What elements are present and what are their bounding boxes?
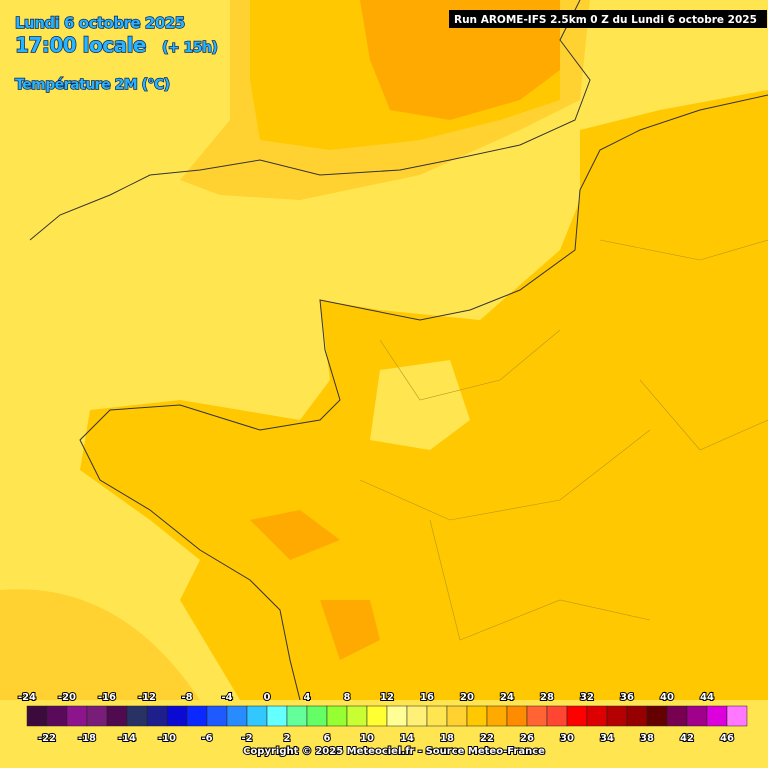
legend-swatch <box>126 705 148 727</box>
legend-label: -14 <box>118 733 136 744</box>
legend-label: 4 <box>304 692 311 703</box>
legend-swatch <box>226 705 248 727</box>
legend-swatch <box>446 705 468 727</box>
legend-swatch <box>86 705 108 727</box>
legend-label: 18 <box>440 733 454 744</box>
legend-swatch <box>606 705 628 727</box>
legend-swatch <box>626 705 648 727</box>
legend-swatch <box>266 705 288 727</box>
legend-label: -12 <box>138 692 156 703</box>
legend-swatch <box>546 705 568 727</box>
legend-label: -8 <box>181 692 192 703</box>
legend-label: 16 <box>420 692 434 703</box>
legend-label: 46 <box>720 733 734 744</box>
legend-swatch <box>486 705 508 727</box>
hot-zone <box>360 0 560 120</box>
legend-swatch <box>186 705 208 727</box>
legend-label: 20 <box>460 692 474 703</box>
legend-label: -2 <box>241 733 252 744</box>
parameter: Température 2M (°C) <box>15 77 170 93</box>
legend: -24 -20 -16 -12 -8 -4 0 4 8 12 16 20 24 28 32 36 40 44-22… <box>17 691 748 745</box>
run-info: Run AROME-IFS 2.5km 0 Z du Lundi 6 octob… <box>454 14 757 26</box>
legend-label: 0 <box>264 692 271 703</box>
run-box <box>449 10 767 28</box>
legend-label: 12 <box>380 692 394 703</box>
legend-label: -24 <box>18 692 36 703</box>
legend-label: 34 <box>600 733 614 744</box>
legend-swatch <box>66 705 88 727</box>
legend-label: -4 <box>221 692 232 703</box>
legend-label: 44 <box>700 692 714 703</box>
time: 17:00 locale <box>15 33 146 57</box>
legend-swatch <box>286 705 308 727</box>
england-coast <box>29 0 591 241</box>
legend-swatch <box>566 705 588 727</box>
legend-swatch <box>466 705 488 727</box>
legend-label: 38 <box>640 733 654 744</box>
legend-swatch <box>306 705 328 727</box>
legend-swatch <box>666 705 688 727</box>
legend-swatch <box>166 705 188 727</box>
legend-label: 6 <box>324 733 331 744</box>
legend-label: 14 <box>400 733 414 744</box>
legend-label: 26 <box>520 733 534 744</box>
legend-label: -22 <box>38 733 56 744</box>
france-coast <box>79 94 768 701</box>
north-zone <box>590 95 768 260</box>
legend-swatch <box>386 705 408 727</box>
legend-label: 22 <box>480 733 494 744</box>
legend-swatch <box>346 705 368 727</box>
cool-zone <box>370 360 470 450</box>
legend-swatch <box>46 705 68 727</box>
legend-swatch <box>726 705 748 727</box>
legend-label: 28 <box>540 692 554 703</box>
legend-label: -6 <box>201 733 212 744</box>
legend-label: 8 <box>344 692 351 703</box>
legend-swatch <box>106 705 128 727</box>
date: Lundi 6 octobre 2025 <box>15 14 185 32</box>
legend-swatch <box>206 705 228 727</box>
legend-label: 32 <box>580 692 594 703</box>
legend-swatch <box>646 705 668 727</box>
legend-swatch <box>506 705 528 727</box>
legend-label: -20 <box>58 692 76 703</box>
legend-label: -18 <box>78 733 96 744</box>
legend-swatch <box>686 705 708 727</box>
legend-swatch <box>146 705 168 727</box>
temperature-field <box>0 0 768 700</box>
legend-swatch <box>326 705 348 727</box>
legend-label: 36 <box>620 692 634 703</box>
legend-swatch <box>366 705 388 727</box>
legend-label: -16 <box>98 692 116 703</box>
legend-swatch <box>526 705 548 727</box>
region-borders <box>359 239 768 641</box>
legend-swatch <box>426 705 448 727</box>
legend-label: 10 <box>360 733 374 744</box>
legend-label: 2 <box>284 733 291 744</box>
offset: (+ 15h) <box>162 40 217 56</box>
legend-label: 24 <box>500 692 514 703</box>
copyright: Copyright © 2025 Meteociel.fr - Source M… <box>243 746 545 757</box>
legend-label: 30 <box>560 733 574 744</box>
ocean-warm <box>0 589 200 700</box>
legend-swatch <box>586 705 608 727</box>
legend-label: -10 <box>158 733 176 744</box>
legend-swatch <box>26 705 48 727</box>
legend-swatch <box>406 705 428 727</box>
coastlines <box>29 0 768 701</box>
legend-swatch <box>706 705 728 727</box>
hot-spots <box>250 510 380 660</box>
legend-label: 40 <box>660 692 674 703</box>
legend-swatch <box>246 705 268 727</box>
legend-label: 42 <box>680 733 694 744</box>
